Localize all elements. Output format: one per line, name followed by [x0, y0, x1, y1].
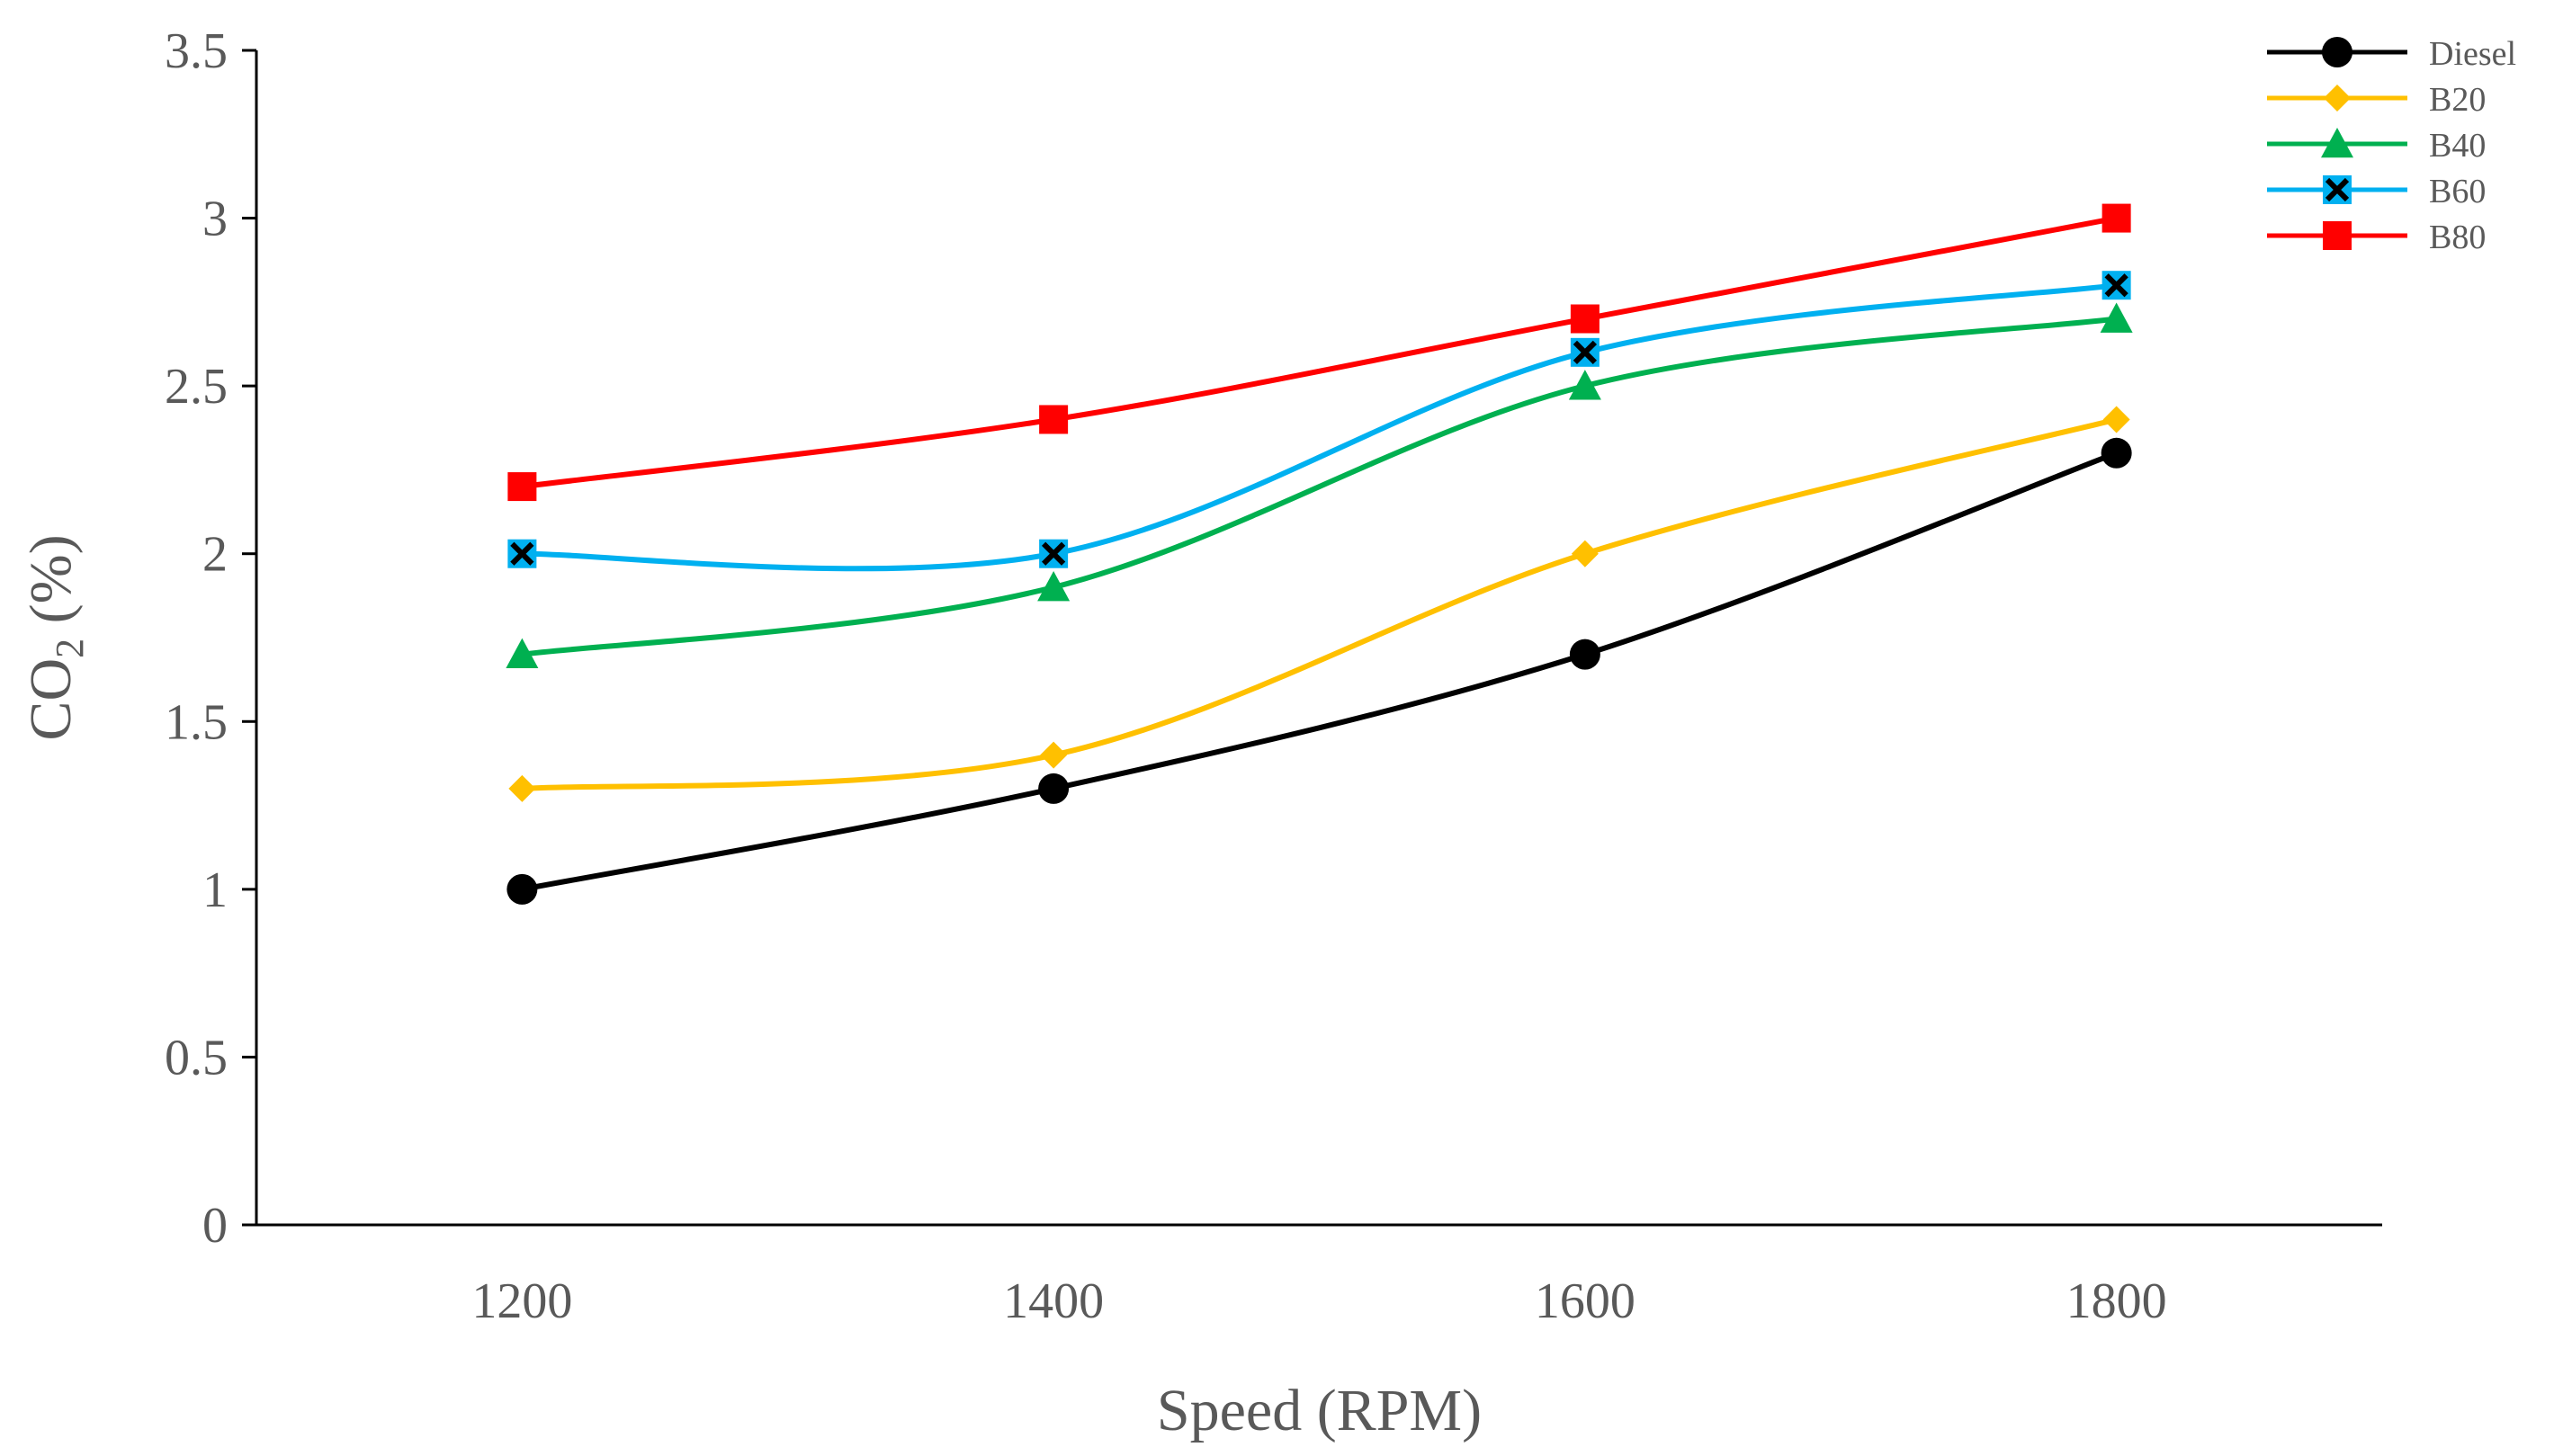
y-tick-label: 2 [202, 527, 228, 583]
series-line-b80 [521, 215, 2118, 490]
y-axis-title-subscript: 2 [48, 639, 92, 658]
y-axis-title-main: CO [18, 658, 84, 741]
data-point-b80 [2101, 203, 2131, 233]
x-tick-label: 1200 [471, 1273, 572, 1329]
series-b60 [507, 271, 2131, 572]
legend-item-b60: B60 [2267, 173, 2486, 210]
data-point-b40 [506, 638, 539, 668]
data-point-b40 [1037, 571, 1071, 602]
data-point-b20 [1571, 540, 1599, 567]
x-tick-label: 1400 [1003, 1273, 1104, 1329]
data-point-b60 [2101, 271, 2131, 300]
data-point-diesel [1569, 639, 1600, 670]
marker-cross [2104, 273, 2128, 298]
legend-label-b40: B40 [2429, 127, 2486, 165]
data-point-b20 [508, 774, 536, 802]
series-b20 [508, 406, 2130, 802]
y-tick-label: 3 [202, 192, 228, 247]
legend-swatch-marker [2323, 221, 2352, 250]
series-line-b60 [522, 282, 2118, 572]
series-diesel [506, 437, 2132, 905]
data-point-diesel [2101, 437, 2132, 469]
legend-item-b40: B40 [2267, 127, 2486, 165]
x-ticks: 1200 1400 1600 1800 [471, 1273, 2166, 1329]
series-line-b40 [521, 316, 2118, 657]
data-point-b20 [2102, 406, 2130, 433]
y-axis-title-suffix: (%) [18, 534, 84, 638]
y-ticks: 0 0.5 1 1.5 2 2.5 3 3.5 [165, 23, 256, 1254]
legend-swatch-marker [2324, 85, 2351, 112]
data-point-b40 [1568, 370, 1601, 400]
legend-item-b20: B20 [2267, 81, 2486, 119]
data-point-diesel [1038, 773, 1070, 804]
marker-cross [1042, 541, 1066, 566]
data-point-b20 [1040, 741, 1068, 769]
data-point-b60 [1039, 539, 1069, 568]
legend-item-b80: B80 [2267, 219, 2486, 256]
data-point-b60 [507, 539, 537, 568]
x-tick-label: 1600 [1535, 1273, 1635, 1329]
series-line-diesel [521, 450, 2118, 892]
y-tick-label: 0.5 [165, 1030, 228, 1085]
legend-label-diesel: Diesel [2429, 35, 2516, 73]
marker-cross [510, 541, 534, 566]
legend-swatch-marker [2323, 175, 2352, 204]
series-line-b20 [522, 416, 2118, 791]
y-tick-label: 1.5 [165, 694, 228, 750]
legend-label-b20: B20 [2429, 81, 2486, 119]
data-point-b60 [1570, 337, 1600, 367]
legend-item-diesel: Diesel [2267, 35, 2516, 73]
y-tick-label: 3.5 [165, 23, 228, 79]
y-axis-title: CO2 (%) [18, 534, 92, 740]
data-point-diesel [506, 873, 538, 905]
y-tick-label: 0 [202, 1198, 228, 1254]
y-tick-label: 2.5 [165, 359, 228, 415]
y-tick-label: 1 [202, 862, 228, 918]
data-point-b80 [507, 472, 537, 502]
axes: 0 0.5 1 1.5 2 2.5 3 3.5 1200 1400 1600 1800 [165, 23, 2382, 1329]
marker-cross [2325, 177, 2350, 202]
x-axis-title: Speed (RPM) [1157, 1378, 1482, 1443]
series-b80 [507, 203, 2131, 502]
legend-swatch-marker [2321, 128, 2353, 158]
series-b40 [506, 302, 2133, 668]
legend-label-b80: B80 [2429, 219, 2486, 256]
data-point-b40 [2100, 302, 2133, 333]
marker-cross [1573, 340, 1598, 364]
legend-label-b60: B60 [2429, 173, 2486, 210]
data-point-b80 [1039, 405, 1069, 434]
legend-swatch-marker [2322, 37, 2352, 67]
series-layer [506, 203, 2133, 905]
legend: Diesel B20 B40 B60 B80 [2267, 35, 2516, 256]
data-point-b80 [1570, 304, 1600, 334]
x-tick-label: 1800 [2066, 1273, 2167, 1329]
